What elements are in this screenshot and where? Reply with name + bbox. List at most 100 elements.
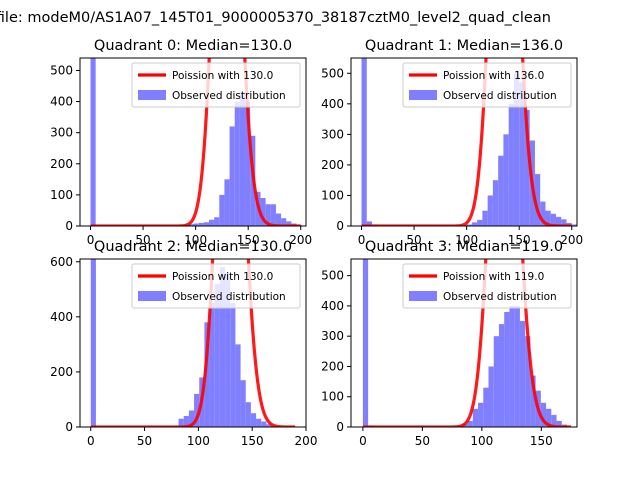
subplot-title: Quadrant 1: Median=136.0 — [365, 38, 563, 54]
y-tick-label: 300 — [321, 329, 344, 343]
x-tick-label: 100 — [455, 233, 478, 247]
histogram-bar — [509, 305, 515, 427]
x-tick-label: 150 — [241, 434, 264, 448]
y-tick-label: 100 — [50, 188, 73, 202]
plot-area — [90, 259, 296, 427]
x-tick-label: 100 — [187, 434, 210, 448]
y-tick-label: 400 — [321, 97, 344, 111]
histogram-bar — [478, 402, 484, 427]
subplot-title: Quadrant 3: Median=119.0 — [365, 239, 563, 255]
histogram-bar — [513, 73, 520, 226]
axes-frame — [79, 258, 307, 428]
legend-box — [402, 263, 572, 309]
subplot-0: 0 50 100 150 200 0 100 200 300 400 500 Quadrant 0: … — [50, 38, 312, 247]
x-tick-label: 150 — [237, 233, 260, 247]
histogram-bar — [519, 82, 525, 226]
x-tick-label: 150 — [508, 233, 531, 247]
legend-observed-swatch — [409, 90, 437, 100]
subplot-title: Quadrant 2: Median=130.0 — [94, 239, 292, 255]
x-tick-label: 200 — [560, 233, 583, 247]
legend-box — [131, 62, 301, 108]
x-tick-label: 100 — [470, 434, 493, 448]
histogram-bar — [256, 418, 262, 427]
histogram-bar — [208, 219, 215, 226]
histogram-bar — [482, 210, 488, 226]
histogram-bar — [556, 420, 562, 427]
y-tick-label: 500 — [321, 66, 344, 80]
histogram-bar — [286, 221, 292, 226]
histogram-bar — [477, 219, 483, 226]
histogram-bar — [188, 410, 195, 427]
y-tick-label: 100 — [321, 390, 344, 404]
histogram-bar — [471, 222, 478, 226]
histogram-bar — [466, 224, 472, 226]
histogram-bar — [234, 101, 240, 226]
histogram-bar — [555, 216, 562, 226]
legend-observed-swatch — [409, 291, 437, 301]
y-tick-label: 500 — [321, 269, 344, 283]
histogram-bar — [361, 58, 367, 226]
histogram-bar — [504, 311, 510, 427]
legend-observed-swatch — [138, 90, 166, 100]
histogram-bar — [487, 195, 493, 226]
histogram-bar — [493, 336, 499, 427]
histogram-bar — [245, 101, 251, 226]
y-tick-label: 400 — [50, 310, 73, 324]
x-tick-label: 0 — [87, 434, 95, 448]
x-tick-label: 0 — [359, 434, 367, 448]
legend-box — [131, 263, 301, 309]
histogram-bar — [219, 194, 225, 226]
histogram-bar — [472, 408, 479, 427]
histogram-bar — [230, 303, 236, 427]
histogram-bar — [561, 219, 567, 226]
axes-frame — [79, 57, 307, 227]
y-tick-label: 0 — [65, 420, 73, 434]
histogram-bar — [219, 267, 226, 427]
y-tick-label: 0 — [336, 219, 344, 233]
y-tick-label: 300 — [321, 127, 344, 141]
legend-observed-label: Observed distribution — [443, 291, 557, 303]
y-tick-label: 0 — [65, 219, 73, 233]
histogram-bar — [550, 213, 556, 226]
histogram-bar — [239, 92, 246, 226]
legend-observed-label: Observed distribution — [443, 90, 557, 102]
subplot-2: 0 50 100 150 200 0 200 400 600 Quadrant 2: Median… — [50, 239, 317, 448]
axes-frame — [350, 258, 578, 428]
histogram-bar — [265, 204, 271, 226]
histogram-bar — [546, 408, 552, 427]
histogram-bar — [281, 218, 287, 226]
histogram-bar — [483, 387, 489, 427]
poisson-curve — [90, 259, 296, 427]
histogram-bar — [266, 424, 272, 427]
histogram-bar — [540, 402, 547, 427]
histogram-bar — [571, 224, 577, 226]
x-tick-label: 0 — [358, 233, 366, 247]
histogram-bar — [214, 283, 220, 427]
histogram-bar — [545, 210, 551, 226]
x-tick-label: 200 — [289, 233, 312, 247]
histogram-bar — [224, 179, 230, 226]
poisson-curve — [360, 58, 573, 226]
histogram-bar — [488, 366, 494, 427]
legend-observed-label: Observed distribution — [172, 90, 286, 102]
histogram-bar — [514, 305, 520, 427]
histogram-bar — [540, 201, 546, 226]
histogram-bar — [178, 418, 184, 427]
y-tick-label: 200 — [50, 365, 73, 379]
y-tick-label: 500 — [50, 63, 73, 77]
histogram-bar — [275, 213, 282, 226]
histogram-bar — [198, 222, 204, 226]
histogram-bar — [525, 336, 531, 427]
figure-suptitle: n file: modeM0/AS1A07_145T01_9000005370_… — [0, 10, 551, 26]
x-tick-label: 50 — [135, 233, 150, 247]
plot-area — [360, 58, 577, 226]
histogram-bar — [551, 414, 557, 427]
histogram-bar — [240, 380, 246, 427]
histogram-bar — [534, 174, 541, 226]
y-tick-label: 300 — [50, 126, 73, 140]
legend-poisson-label: Poission with 130.0 — [172, 70, 273, 82]
x-tick-label: 100 — [184, 233, 207, 247]
histogram-bar — [270, 204, 276, 226]
x-tick-label: 50 — [137, 434, 152, 448]
